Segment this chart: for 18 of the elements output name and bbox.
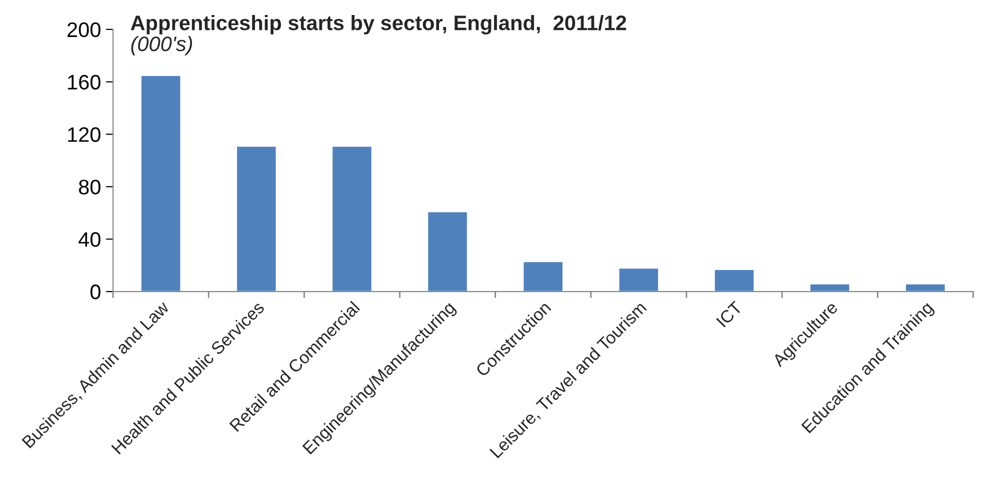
bar <box>809 282 851 292</box>
chart-subtitle: (000's) <box>131 36 192 56</box>
y-tick-label: 160 <box>68 74 100 90</box>
x-tick-label: ICT <box>716 300 743 328</box>
bar <box>522 260 564 292</box>
bar <box>140 74 182 292</box>
y-tick-label: 120 <box>68 127 100 142</box>
bar <box>904 282 946 292</box>
bar <box>236 145 278 292</box>
bar <box>331 145 373 292</box>
y-tick-label: 200 <box>68 22 100 38</box>
bar <box>426 210 468 292</box>
chart-title: Apprenticeship starts by sector, England, 2011/12 <box>130 14 626 34</box>
y-tick-label: 0 <box>90 284 100 300</box>
bar <box>713 268 756 292</box>
bar <box>618 267 660 292</box>
y-tick-label: 40 <box>78 232 100 247</box>
y-tick-label: 80 <box>78 180 100 194</box>
